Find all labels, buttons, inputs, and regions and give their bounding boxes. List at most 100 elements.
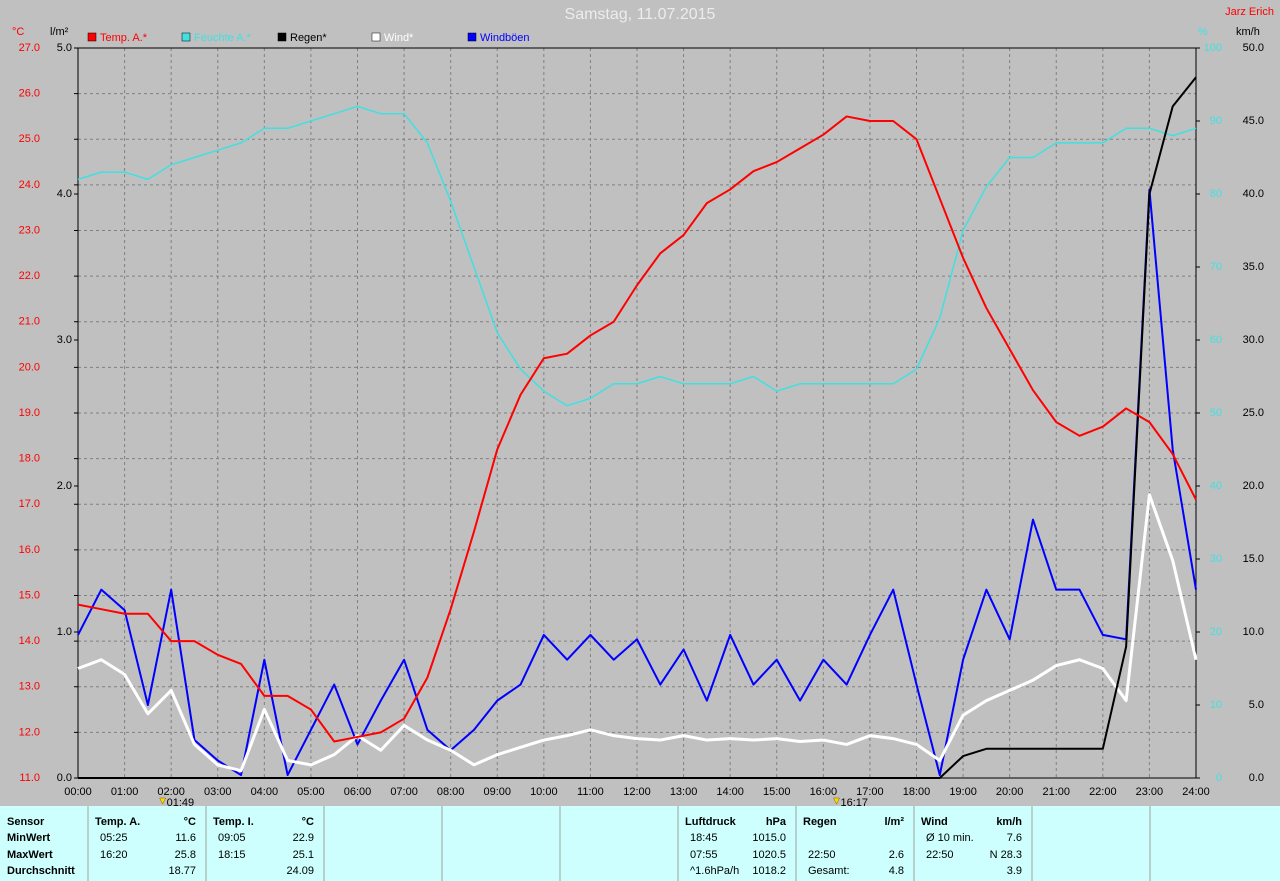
cell-value: 1020.5 [752, 849, 786, 861]
chart-title: Samstag, 11.07.2015 [565, 6, 716, 23]
y2-tick-label: 3.0 [57, 334, 72, 346]
x-tick-label: 24:00 [1182, 786, 1210, 798]
series-line [77, 115, 1197, 743]
x-tick-label: 09:00 [483, 786, 511, 798]
series-line [77, 105, 1197, 407]
legend-label: Regen* [290, 32, 327, 44]
series-line [77, 493, 1198, 773]
x-tick-label: 06:00 [344, 786, 372, 798]
y2-axis-unit: l/m² [50, 26, 69, 38]
cell-value: 11.6 [175, 832, 196, 844]
legend-swatch [371, 32, 381, 42]
column-header: Temp. I. [213, 816, 254, 828]
x-tick-label: 07:00 [390, 786, 418, 798]
y3-tick-label: 70 [1210, 261, 1222, 273]
x-tick-label: 20:00 [996, 786, 1024, 798]
y3-tick-label: 90 [1210, 115, 1222, 127]
x-tick-label: 03:00 [204, 786, 232, 798]
x-tick-label: 01:00 [111, 786, 139, 798]
x-tick-label: 21:00 [1042, 786, 1070, 798]
legend-swatch [277, 32, 287, 42]
marker-label: 01:49 [167, 797, 195, 809]
y4-tick-label: 30.0 [1243, 334, 1264, 346]
legend-label: Temp. A.* [100, 32, 148, 44]
y-tick-label: 20.0 [19, 361, 40, 373]
x-tick-label: 10:00 [530, 786, 558, 798]
series-line [78, 76, 1197, 779]
y3-tick-label: 100 [1204, 42, 1222, 54]
cell-value: 1015.0 [752, 832, 786, 844]
y-tick-label: 19.0 [19, 407, 40, 419]
x-tick-label: 19:00 [949, 786, 977, 798]
y-tick-label: 26.0 [19, 88, 40, 100]
y3-tick-label: 40 [1210, 480, 1222, 492]
y3-tick-label: 50 [1210, 407, 1222, 419]
y-tick-label: 11.0 [19, 772, 40, 784]
y-tick-label: 16.0 [19, 544, 40, 556]
legend-label: Windböen [480, 32, 530, 44]
y2-tick-label: 4.0 [57, 188, 72, 200]
marker [159, 797, 167, 805]
y4-tick-label: 45.0 [1243, 115, 1264, 127]
cell-label: Ø 10 min. [926, 832, 974, 844]
cell-value: N 28.3 [990, 849, 1022, 861]
y4-tick-label: 35.0 [1243, 261, 1264, 273]
y2-tick-label: 0.0 [57, 772, 72, 784]
y-tick-label: 18.0 [19, 453, 40, 465]
y-axis-unit: °C [12, 26, 24, 38]
y-tick-label: 13.0 [19, 681, 40, 693]
legend-label: Feuchte A.* [194, 32, 252, 44]
y4-tick-label: 0.0 [1249, 772, 1264, 784]
y2-tick-label: 2.0 [57, 480, 72, 492]
y-tick-label: 14.0 [19, 635, 40, 647]
stats-table [0, 806, 1280, 881]
column-unit: °C [184, 816, 196, 828]
y4-tick-label: 25.0 [1243, 407, 1264, 419]
x-tick-label: 11:00 [577, 786, 604, 798]
x-tick-label: 00:00 [64, 786, 92, 798]
column-unit: hPa [766, 816, 787, 828]
cell-value: 24.09 [286, 865, 314, 877]
cell-value: 7.6 [1007, 832, 1022, 844]
y3-tick-label: 10 [1210, 699, 1222, 711]
column-header: Luftdruck [685, 816, 737, 828]
y2-tick-label: 5.0 [57, 42, 72, 54]
legend-swatch [87, 32, 97, 42]
cell-label: 18:15 [218, 849, 246, 861]
x-tick-label: 17:00 [856, 786, 884, 798]
x-tick-label: 14:00 [716, 786, 744, 798]
x-tick-label: 12:00 [623, 786, 651, 798]
column-unit: l/m² [884, 816, 904, 828]
y-tick-label: 23.0 [19, 224, 40, 236]
cell-value: 25.1 [293, 849, 314, 861]
y-tick-label: 25.0 [19, 133, 40, 145]
x-tick-label: 02:00 [157, 786, 185, 798]
column-header: Regen [803, 816, 837, 828]
y3-tick-label: 80 [1210, 188, 1222, 200]
column-unit: km/h [996, 816, 1022, 828]
column-unit: °C [302, 816, 314, 828]
y2-tick-label: 1.0 [57, 626, 72, 638]
x-tick-label: 22:00 [1089, 786, 1117, 798]
y4-tick-label: 40.0 [1243, 188, 1264, 200]
cell-value: 2.6 [889, 849, 904, 861]
y4-tick-label: 15.0 [1243, 553, 1264, 565]
column-header: Wind [921, 816, 948, 828]
y4-tick-label: 20.0 [1243, 480, 1264, 492]
row-label: MinWert [7, 832, 51, 844]
cell-label: 16:20 [100, 849, 128, 861]
legend-label: Wind* [384, 32, 414, 44]
cell-label: 22:50 [926, 849, 954, 861]
x-tick-label: 13:00 [670, 786, 698, 798]
column-header: Temp. A. [95, 816, 140, 828]
x-tick-label: 15:00 [763, 786, 791, 798]
cell-value: 1018.2 [752, 865, 786, 877]
y3-tick-label: 30 [1210, 553, 1222, 565]
cell-label: Gesamt: [808, 865, 850, 877]
cell-label: 09:05 [218, 832, 246, 844]
cell-label: 05:25 [100, 832, 128, 844]
y3-tick-label: 60 [1210, 334, 1222, 346]
legend-swatch [181, 32, 191, 42]
